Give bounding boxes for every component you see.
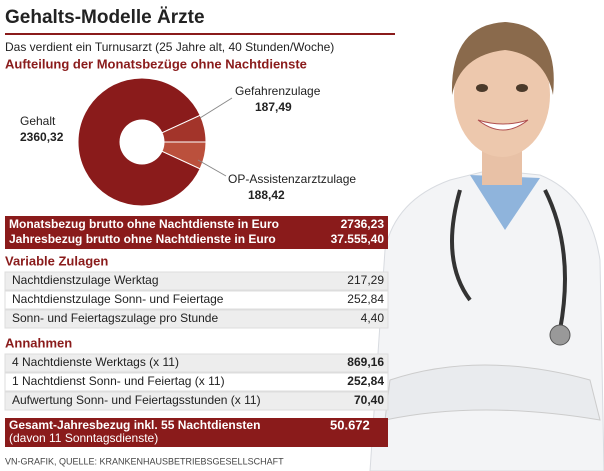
- row-value: 252,84: [347, 292, 384, 306]
- row-value: 217,29: [347, 273, 384, 287]
- row-label: Aufwertung Sonn- und Feiertagsstunden (x…: [12, 393, 261, 407]
- table-row: [4, 353, 389, 373]
- row-value: 70,40: [354, 393, 384, 407]
- title: Gehalts-Modelle Ärzte: [5, 7, 205, 28]
- leader-line: [199, 97, 233, 119]
- slice-label: OP-Assistenzarztzulage: [228, 172, 356, 186]
- summary-value: 37.555,40: [331, 232, 385, 246]
- row-value: 869,16: [347, 355, 384, 369]
- row-label: Nachtdienstzulage Sonn- und Feiertage: [12, 292, 224, 306]
- doctor-photo: [369, 22, 604, 471]
- slice-value: 188,42: [248, 188, 285, 202]
- slice-value: 2360,32: [20, 130, 64, 144]
- section-heading: Annahmen: [5, 335, 72, 350]
- summary-band: [5, 216, 388, 249]
- slice-label: Gehalt: [20, 114, 56, 128]
- row-label: Nachtdienstzulage Werktag: [12, 273, 159, 287]
- total-note: (davon 11 Sonntagsdienste): [9, 431, 158, 445]
- donut-slice: [161, 141, 207, 170]
- summary-value: 2736,23: [341, 217, 385, 231]
- table-row: [4, 271, 389, 291]
- table-row: [4, 290, 389, 310]
- slice-label: Gefahrenzulage: [235, 84, 321, 98]
- chart-heading: Aufteilung der Monatsbezüge ohne Nachtdi…: [5, 56, 307, 71]
- total-value: 50.672: [330, 417, 370, 432]
- section-heading: Variable Zulagen: [5, 253, 108, 268]
- leader-line: [197, 159, 227, 177]
- slice-value: 187,49: [255, 100, 292, 114]
- row-value: 252,84: [347, 374, 384, 388]
- summary-label: Monatsbezug brutto ohne Nachtdienste in …: [9, 217, 279, 231]
- source: VN-GRAFIK, QUELLE: KRANKENHAUSBETRIEBSGE…: [5, 456, 284, 466]
- row-label: 4 Nachtdienste Werktags (x 11): [12, 355, 179, 369]
- table-row: [4, 372, 389, 392]
- table-row: [4, 309, 389, 329]
- total-label: Gesamt-Jahresbezug inkl. 55 Nachtdienste…: [9, 418, 260, 432]
- total-band: [5, 418, 388, 447]
- row-label: Sonn- und Feiertagszulage pro Stunde: [12, 311, 218, 325]
- row-label: 1 Nachtdienst Sonn- und Feiertag (x 11): [12, 374, 225, 388]
- row-value: 4,40: [361, 311, 385, 325]
- donut-slice: [77, 77, 201, 207]
- summary-label: Jahresbezug brutto ohne Nachtdienste in …: [9, 232, 276, 246]
- table-row: [4, 391, 389, 411]
- subtitle: Das verdient ein Turnusarzt (25 Jahre al…: [5, 40, 334, 54]
